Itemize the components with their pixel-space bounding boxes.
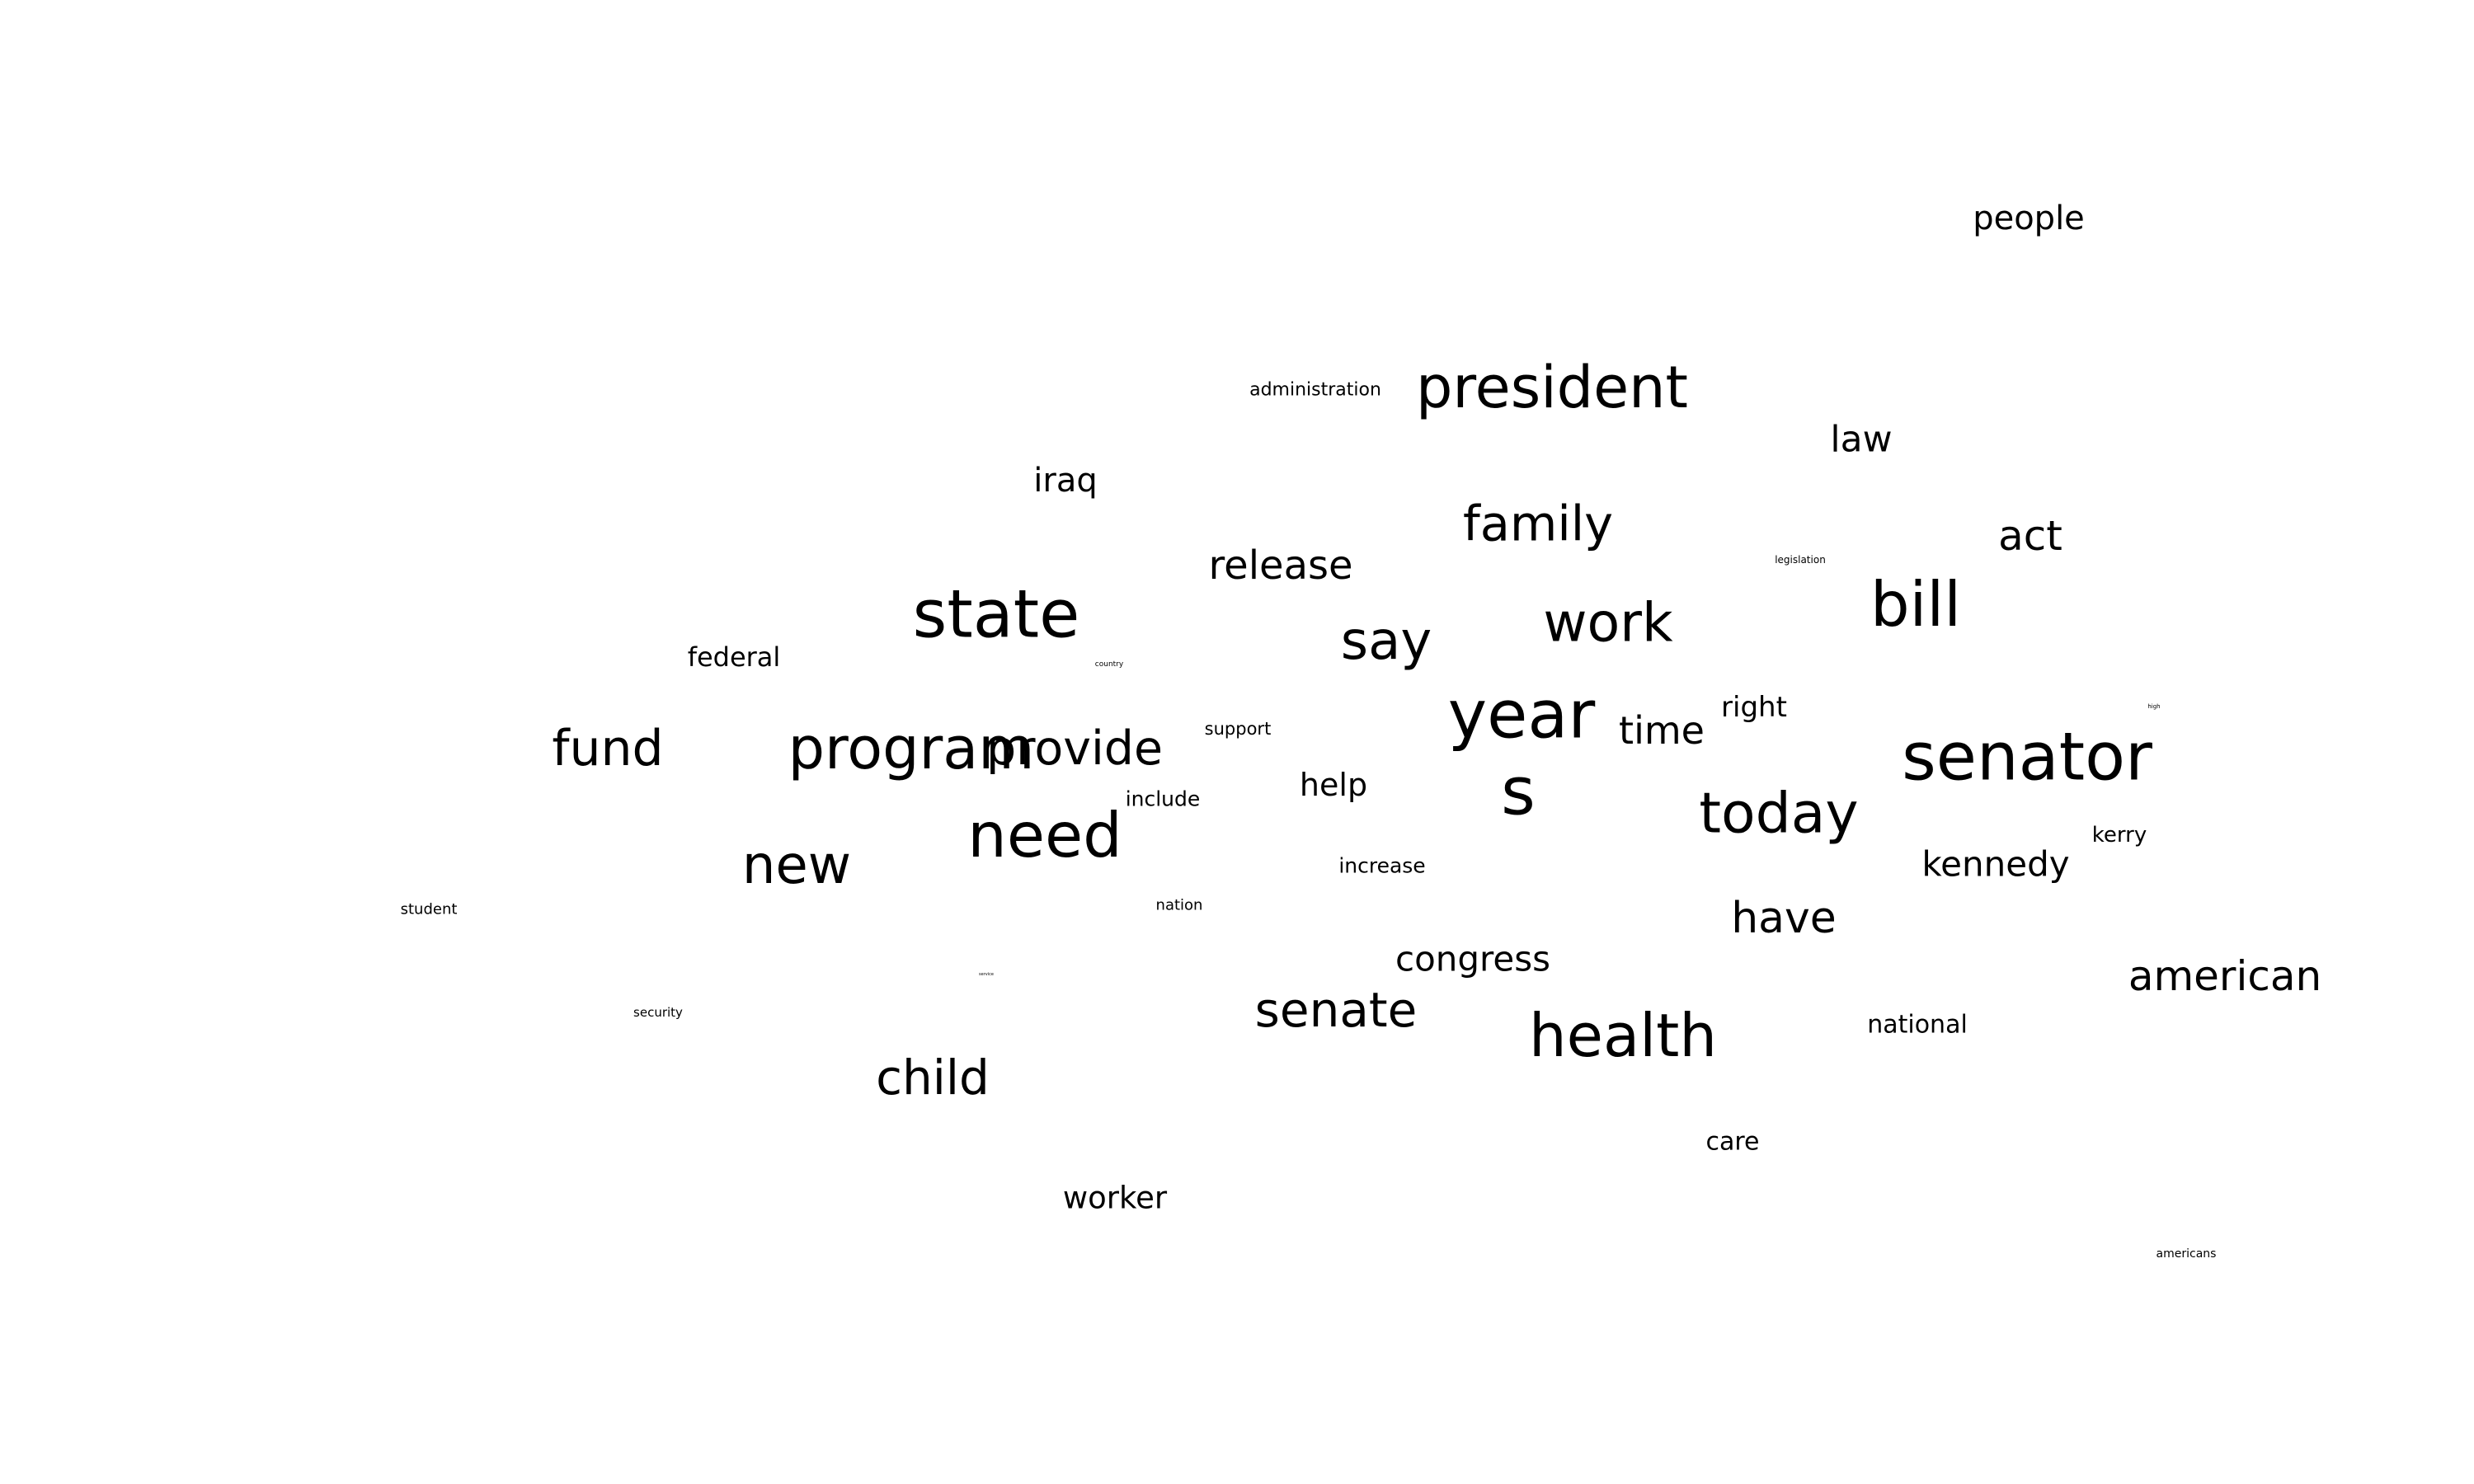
- word-work: work: [1543, 593, 1673, 655]
- word-senator: senator: [1902, 719, 2152, 796]
- word-release: release: [1208, 542, 1352, 589]
- word-country: country: [1095, 660, 1124, 669]
- word-security: security: [633, 1005, 683, 1020]
- word-time: time: [1619, 708, 1705, 753]
- word-include: include: [1126, 787, 1201, 811]
- word-american: american: [2128, 952, 2321, 1000]
- word-family: family: [1463, 495, 1613, 552]
- word-student: student: [401, 901, 458, 918]
- word-program: program: [788, 715, 1035, 782]
- word-support: support: [1205, 719, 1272, 739]
- word-kerry: kerry: [2092, 823, 2147, 848]
- word-help: help: [1300, 767, 1367, 803]
- word-iraq: iraq: [1033, 462, 1097, 500]
- word-congress: congress: [1395, 939, 1550, 979]
- word-worker: worker: [1063, 1181, 1168, 1216]
- word-today: today: [1699, 782, 1858, 847]
- word-president: president: [1416, 354, 1688, 421]
- word-americans: americans: [2157, 1247, 2217, 1261]
- word-right: right: [1721, 691, 1787, 724]
- word-child: child: [876, 1050, 990, 1106]
- word-need: need: [967, 799, 1122, 871]
- word-high: high: [2147, 703, 2160, 710]
- word-health: health: [1529, 1001, 1717, 1070]
- word-provide: provide: [986, 721, 1163, 776]
- word-new: new: [742, 835, 851, 896]
- word-bill: bill: [1870, 568, 1961, 641]
- word-year: year: [1448, 677, 1596, 754]
- word-kennedy: kennedy: [1921, 844, 2069, 885]
- word-senate: senate: [1255, 982, 1418, 1038]
- word-service: service: [979, 972, 994, 977]
- word-law: law: [1830, 419, 1892, 461]
- word-national: national: [1867, 1011, 1968, 1040]
- word-federal: federal: [688, 641, 781, 673]
- word-people: people: [1973, 200, 2085, 237]
- word-state: state: [913, 576, 1080, 653]
- word-increase: increase: [1338, 854, 1425, 878]
- word-fund: fund: [552, 720, 663, 777]
- word-nation: nation: [1156, 897, 1203, 914]
- word-act: act: [1998, 512, 2062, 560]
- word-say: say: [1341, 611, 1432, 672]
- word-have: have: [1731, 894, 1837, 943]
- word-care: care: [1705, 1128, 1759, 1157]
- word-legislation: legislation: [1775, 554, 1826, 566]
- word-s: s: [1501, 754, 1536, 830]
- word-administration: administration: [1249, 380, 1381, 401]
